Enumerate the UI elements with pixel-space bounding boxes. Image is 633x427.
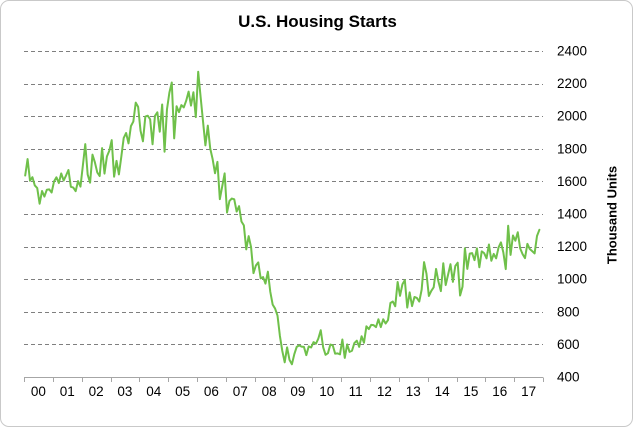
x-tick-label: 14 <box>435 384 451 399</box>
x-tick-label: 10 <box>319 384 334 399</box>
x-tick-label: 06 <box>204 384 219 399</box>
x-tick-label: 07 <box>233 384 248 399</box>
x-tick-label: 05 <box>175 384 190 399</box>
y-tick-label: 1800 <box>557 141 587 156</box>
y-tick-label: 1400 <box>557 207 587 222</box>
y-tick-label: 1600 <box>557 174 587 189</box>
chart-title: U.S. Housing Starts <box>238 12 397 31</box>
y-tick-label: 2200 <box>557 76 587 91</box>
x-tick-label: 15 <box>463 384 478 399</box>
x-tick-label: 16 <box>492 384 507 399</box>
y-tick-label: 1000 <box>557 272 587 287</box>
x-tick-label: 12 <box>377 384 392 399</box>
x-tick-label: 08 <box>262 384 277 399</box>
x-tick-label: 00 <box>31 384 46 399</box>
x-tick-label: 01 <box>60 384 75 399</box>
x-tick-label: 02 <box>89 384 104 399</box>
x-tick-label: 03 <box>117 384 132 399</box>
y-tick-label: 2400 <box>557 44 587 59</box>
y-tick-label: 2000 <box>557 109 587 124</box>
x-tick-label: 17 <box>521 384 536 399</box>
housing-starts-line <box>24 70 541 366</box>
x-tick-label: 13 <box>406 384 421 399</box>
y-tick-label: 400 <box>557 370 580 385</box>
x-tick-label: 11 <box>349 384 363 399</box>
y-tick-label: 1200 <box>557 239 587 254</box>
y-tick-label: 600 <box>557 337 580 352</box>
x-tick-label: 09 <box>290 384 305 399</box>
y-tick-label: 800 <box>557 304 580 319</box>
x-tick-label: 04 <box>146 384 162 399</box>
y-axis-title: Thousand Units <box>604 165 620 265</box>
